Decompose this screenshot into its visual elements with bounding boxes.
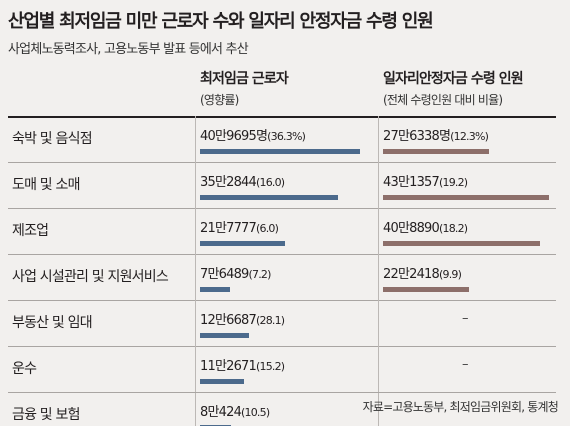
data-label-min-wage: 11만2671(15.2) xyxy=(200,355,285,374)
category-label: 숙박 및 음식점 xyxy=(12,131,93,147)
column-separator xyxy=(195,208,196,254)
bar-min-wage-workers xyxy=(200,287,230,292)
bar-min-wage-workers xyxy=(200,195,338,200)
column-separator xyxy=(195,116,196,162)
chart-title: 산업별 최저임금 미만 근로자 수와 일자리 안정자금 수령 인원 xyxy=(8,11,434,32)
source-note: 자료=고용노동부, 최저임금위원회, 통계청 xyxy=(362,400,559,414)
data-label-percent: (16.0) xyxy=(256,176,285,189)
column-separator xyxy=(195,254,196,300)
row-divider xyxy=(8,116,556,118)
data-label-count: 43만1357 xyxy=(383,175,440,190)
table-row: 부동산 및 임대 12만6687(28.1) – xyxy=(0,300,570,346)
bar-min-wage-workers xyxy=(200,241,285,246)
row-divider xyxy=(8,208,556,209)
bar-min-wage-workers xyxy=(200,333,249,338)
column-header-job-stabilization-fund: 일자리안정자금 수령 인원 (전체 수령인원 대비 비율) xyxy=(383,68,524,108)
table-row: 운수 11만2671(15.2) – xyxy=(0,346,570,392)
column-separator xyxy=(378,254,379,300)
chart-subtitle: 사업체노동력조사, 고용노동부 발표 등에서 추산 xyxy=(8,42,249,57)
table-row: 사업 시설관리 및 지원서비스 7만6489(7.2) 22만2418(9.9) xyxy=(0,254,570,300)
column-separator xyxy=(378,116,379,162)
table-row: 제조업 21만7777(6.0) 40만8890(18.2) xyxy=(0,208,570,254)
data-label-min-wage: 12만6687(28.1) xyxy=(200,309,285,328)
data-label-percent: (6.0) xyxy=(256,222,279,235)
data-label-min-wage: 7만6489(7.2) xyxy=(200,263,271,282)
bar-job-stabilization-fund xyxy=(383,287,469,292)
column-separator xyxy=(195,392,196,426)
category-label: 금융 및 보험 xyxy=(12,407,80,423)
data-label-percent: (19.2) xyxy=(439,176,468,189)
data-label-percent: (7.2) xyxy=(248,268,272,281)
data-label-count: 21만7777 xyxy=(200,221,257,236)
row-divider xyxy=(8,346,556,347)
data-label-count: 11만2671 xyxy=(200,359,257,374)
data-label-percent: (18.2) xyxy=(439,222,468,235)
data-label-count: 40만9695명 xyxy=(200,129,268,144)
no-data-dash: – xyxy=(462,403,469,418)
data-label-min-wage: 35만2844(16.0) xyxy=(200,171,285,190)
no-data-dash: – xyxy=(462,311,469,326)
column-separator xyxy=(378,392,379,426)
row-divider xyxy=(8,300,556,301)
bottom-rule xyxy=(8,392,556,393)
no-data-dash: – xyxy=(462,357,469,372)
data-label-fund: 27만6338명(12.3%) xyxy=(383,125,489,144)
column-separator xyxy=(195,300,196,346)
data-label-count: 27만6338명 xyxy=(383,129,451,144)
category-label: 도매 및 소매 xyxy=(12,177,80,193)
table-row: 숙박 및 음식점 40만9695명(36.3%) 27만6338명(12.3%) xyxy=(0,116,570,162)
category-label: 제조업 xyxy=(12,223,49,239)
column-separator xyxy=(378,300,379,346)
data-label-percent: (12.3%) xyxy=(450,130,489,143)
column-header-subtitle: (전체 수령인원 대비 비율) xyxy=(383,93,503,107)
data-label-count: 8만424 xyxy=(200,405,242,420)
data-label-min-wage: 40만9695명(36.3%) xyxy=(200,125,306,144)
data-label-min-wage: 21만7777(6.0) xyxy=(200,217,279,236)
bar-min-wage-workers xyxy=(200,149,360,154)
bar-job-stabilization-fund xyxy=(383,149,489,154)
category-label: 부동산 및 임대 xyxy=(12,315,93,331)
column-separator xyxy=(378,162,379,208)
data-label-percent: (36.3%) xyxy=(267,130,306,143)
data-label-percent: (15.2) xyxy=(256,360,285,373)
bar-job-stabilization-fund xyxy=(383,241,540,246)
column-header-title: 최저임금 근로자 xyxy=(200,71,289,87)
row-divider xyxy=(8,162,556,163)
column-header-subtitle: (영향률) xyxy=(200,93,239,107)
data-label-percent: (28.1) xyxy=(256,314,285,327)
column-separator xyxy=(378,346,379,392)
data-label-count: 35만2844 xyxy=(200,175,257,190)
column-separator xyxy=(195,162,196,208)
bar-min-wage-workers xyxy=(200,379,244,384)
data-label-count: 22만2418 xyxy=(383,267,440,282)
category-label: 운수 xyxy=(12,361,37,377)
data-label-fund: 40만8890(18.2) xyxy=(383,217,468,236)
data-label-count: 12만6687 xyxy=(200,313,257,328)
column-header-title: 일자리안정자금 수령 인원 xyxy=(383,71,524,87)
data-label-fund: 22만2418(9.9) xyxy=(383,263,462,282)
column-header-min-wage-workers: 최저임금 근로자 (영향률) xyxy=(200,68,289,108)
column-separator xyxy=(378,208,379,254)
row-divider xyxy=(8,254,556,255)
table-row: 도매 및 소매 35만2844(16.0) 43만1357(19.2) xyxy=(0,162,570,208)
data-label-percent: (9.9) xyxy=(439,268,462,281)
data-label-count: 40만8890 xyxy=(383,221,440,236)
data-label-fund: 43만1357(19.2) xyxy=(383,171,468,190)
data-label-percent: (10.5) xyxy=(241,406,270,419)
data-label-count: 7만6489 xyxy=(200,267,249,282)
column-separator xyxy=(195,346,196,392)
data-label-min-wage: 8만424(10.5) xyxy=(200,401,270,420)
bar-job-stabilization-fund xyxy=(383,195,549,200)
category-label: 사업 시설관리 및 지원서비스 xyxy=(12,269,169,285)
